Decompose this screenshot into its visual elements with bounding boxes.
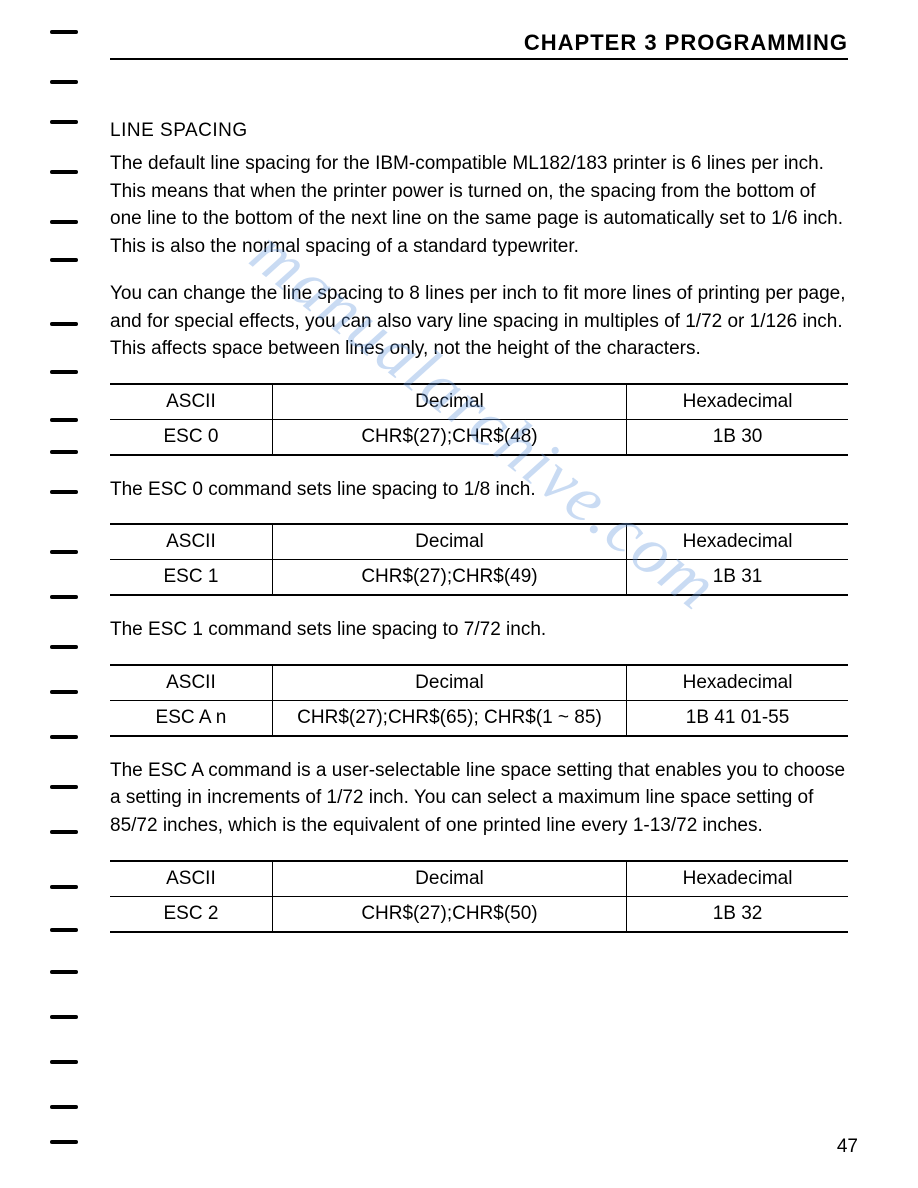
td-decimal: CHR$(27);CHR$(50)	[272, 896, 626, 932]
binding-mark	[50, 418, 78, 422]
binding-mark	[50, 1015, 78, 1019]
command-table-4: ASCII Decimal Hexadecimal ESC 2 CHR$(27)…	[110, 860, 848, 933]
binding-mark	[50, 1105, 78, 1109]
page-content: CHAPTER 3 PROGRAMMING LINE SPACING The d…	[110, 30, 848, 933]
binding-mark	[50, 220, 78, 224]
td-decimal: CHR$(27);CHR$(65); CHR$(1 ~ 85)	[272, 700, 626, 736]
binding-mark	[50, 785, 78, 789]
binding-mark	[50, 258, 78, 262]
binding-mark	[50, 1060, 78, 1064]
paragraph-5: The ESC A command is a user-selectable l…	[110, 757, 848, 840]
section-title: LINE SPACING	[110, 120, 848, 142]
td-decimal: CHR$(27);CHR$(48)	[272, 419, 626, 455]
binding-mark	[50, 830, 78, 834]
binding-mark	[50, 550, 78, 554]
binding-mark	[50, 928, 78, 932]
th-hex: Hexadecimal	[627, 665, 848, 701]
td-ascii: ESC 2	[110, 896, 272, 932]
td-decimal: CHR$(27);CHR$(49)	[272, 560, 626, 596]
th-ascii: ASCII	[110, 384, 272, 420]
td-hex: 1B 30	[627, 419, 848, 455]
binding-mark	[50, 645, 78, 649]
th-hex: Hexadecimal	[627, 861, 848, 897]
binding-mark	[50, 170, 78, 174]
binding-mark	[50, 885, 78, 889]
binding-mark	[50, 970, 78, 974]
spiral-binding-marks	[50, 30, 80, 1130]
binding-mark	[50, 595, 78, 599]
binding-mark	[50, 490, 78, 494]
binding-mark	[50, 120, 78, 124]
td-ascii: ESC 0	[110, 419, 272, 455]
paragraph-2: You can change the line spacing to 8 lin…	[110, 280, 848, 363]
binding-mark	[50, 80, 78, 84]
th-ascii: ASCII	[110, 524, 272, 560]
command-table-1: ASCII Decimal Hexadecimal ESC 0 CHR$(27)…	[110, 383, 848, 456]
chapter-header: CHAPTER 3 PROGRAMMING	[110, 30, 848, 60]
command-table-2: ASCII Decimal Hexadecimal ESC 1 CHR$(27)…	[110, 523, 848, 596]
th-decimal: Decimal	[272, 524, 626, 560]
paragraph-1: The default line spacing for the IBM-com…	[110, 150, 848, 260]
td-ascii: ESC 1	[110, 560, 272, 596]
paragraph-4: The ESC 1 command sets line spacing to 7…	[110, 616, 848, 644]
th-ascii: ASCII	[110, 861, 272, 897]
th-decimal: Decimal	[272, 384, 626, 420]
binding-mark	[50, 1140, 78, 1144]
binding-mark	[50, 735, 78, 739]
th-decimal: Decimal	[272, 861, 626, 897]
binding-mark	[50, 30, 78, 34]
command-table-3: ASCII Decimal Hexadecimal ESC A n CHR$(2…	[110, 664, 848, 737]
binding-mark	[50, 690, 78, 694]
th-ascii: ASCII	[110, 665, 272, 701]
th-decimal: Decimal	[272, 665, 626, 701]
binding-mark	[50, 370, 78, 374]
th-hex: Hexadecimal	[627, 524, 848, 560]
th-hex: Hexadecimal	[627, 384, 848, 420]
td-hex: 1B 32	[627, 896, 848, 932]
td-hex: 1B 41 01-55	[627, 700, 848, 736]
page-number: 47	[837, 1136, 858, 1158]
paragraph-3: The ESC 0 command sets line spacing to 1…	[110, 476, 848, 504]
binding-mark	[50, 450, 78, 454]
binding-mark	[50, 322, 78, 326]
td-hex: 1B 31	[627, 560, 848, 596]
td-ascii: ESC A n	[110, 700, 272, 736]
